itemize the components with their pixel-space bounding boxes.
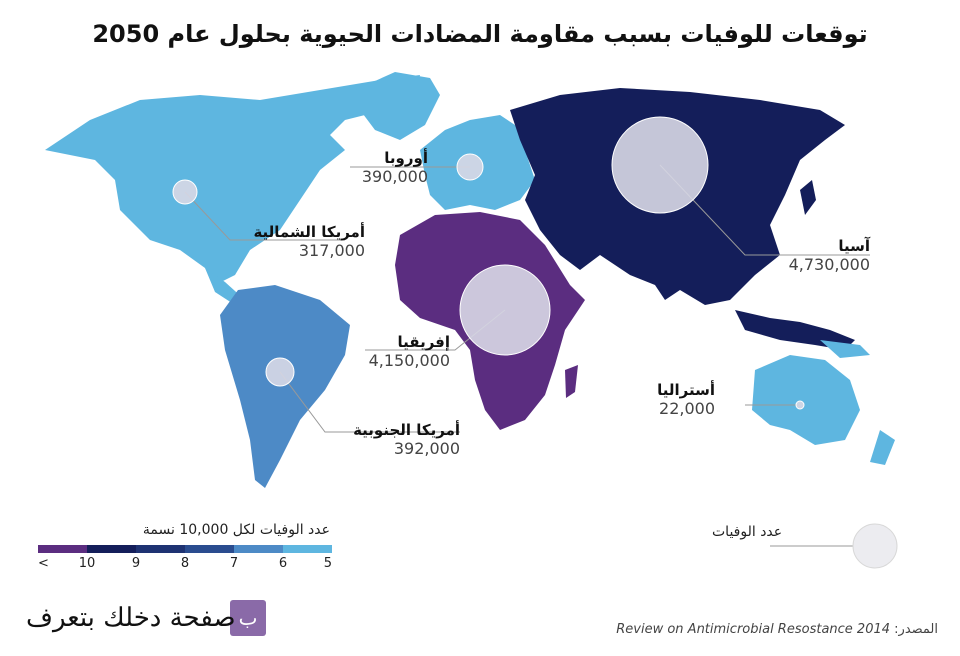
png-shape	[820, 340, 870, 358]
australia-shape	[752, 355, 860, 445]
indonesia-shape	[735, 310, 855, 350]
greenland-shape	[355, 72, 440, 140]
japan-shape	[800, 180, 816, 215]
leader-north-america	[184, 191, 345, 241]
legend-tick: 9	[131, 556, 141, 571]
bubble-europe	[456, 153, 484, 181]
label-south-america: أمريكا الجنوبية 392,000	[353, 421, 460, 458]
bubble-asia	[611, 116, 709, 214]
bubble-australia	[795, 400, 805, 410]
legend-tick: 6	[278, 556, 288, 571]
legend-tick: 7	[229, 556, 239, 571]
source-text: Review on Antimicrobial Resostance 2014	[616, 622, 891, 637]
logo-icon: ب	[230, 600, 266, 636]
legend-ticks: < 10 9 8 7 6 5	[38, 556, 332, 571]
legend-tick: 5	[323, 556, 332, 571]
label-north-america: أمريكا الشمالية 317,000	[253, 223, 365, 260]
legend-swatch-10plus	[38, 545, 87, 553]
map-title: توقعات للوفيات بسبب مقاومة المضادات الحي…	[92, 20, 868, 48]
logo-text: صفحة دخلك بتعرف	[26, 603, 236, 633]
legend-color-bar	[38, 545, 332, 553]
legend-tick: 10	[78, 556, 96, 571]
bubble-africa	[459, 264, 551, 356]
bubble-north-america	[172, 179, 198, 205]
bubble-legend-label: عدد الوفيات	[712, 524, 783, 540]
legend-tick: <	[38, 556, 49, 571]
madagascar-shape	[565, 365, 578, 398]
legend-swatch-6	[234, 545, 283, 553]
label-asia: آسيا 4,730,000	[788, 237, 870, 274]
legend-swatch-9	[87, 545, 136, 553]
bubble-south-america	[265, 357, 295, 387]
south-america-shape	[220, 285, 350, 488]
label-europe: أوروبا 390,000	[361, 149, 428, 186]
source-note: المصدر: Review on Antimicrobial Resostan…	[616, 622, 938, 637]
source-label: المصدر:	[894, 622, 938, 637]
new-zealand-shape	[870, 430, 895, 465]
leader-south-america	[279, 371, 460, 433]
legend-swatch-8	[136, 545, 185, 553]
legend-tick: 8	[180, 556, 190, 571]
north-america-shape	[45, 75, 420, 285]
label-australia: أستراليا 22,000	[657, 381, 715, 418]
legend-swatch-5	[283, 545, 332, 553]
bubble-legend-circle	[852, 523, 898, 569]
legend-swatch-7	[185, 545, 234, 553]
legend-title: عدد الوفيات لكل 10,000 نسمة	[142, 522, 330, 538]
label-africa: إفريقيا 4,150,000	[368, 333, 450, 370]
